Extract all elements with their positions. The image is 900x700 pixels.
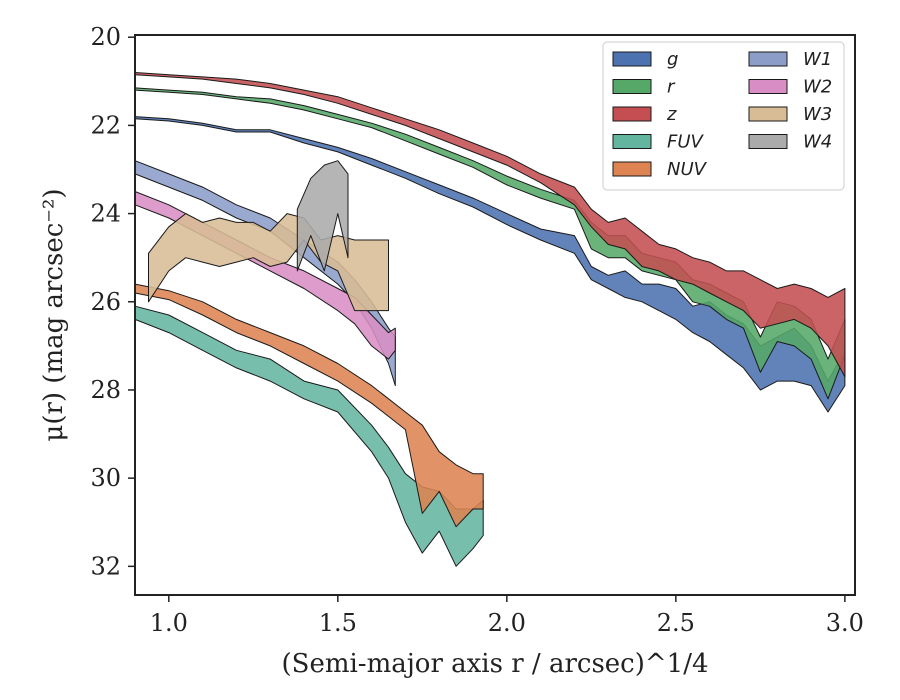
legend-swatch-z xyxy=(612,106,652,122)
legend-swatch-w1 xyxy=(748,51,788,67)
x-tick-label: 1.0 xyxy=(150,609,188,637)
band-fuv xyxy=(134,305,484,567)
legend-swatch-nuv xyxy=(612,161,652,177)
legend-label-w4: W4 xyxy=(803,132,832,153)
band-g xyxy=(134,116,846,413)
x-axis-label: (Semi-major axis r / arcsec)^1/4 xyxy=(281,649,708,679)
x-tick-label: 1.5 xyxy=(319,609,357,637)
legend-swatch-w4 xyxy=(748,134,788,149)
y-tick-label: 24 xyxy=(90,200,121,228)
legend: grz FUV NUV W1 W2 W3 W4 xyxy=(602,41,845,191)
band-w3 xyxy=(148,213,389,312)
legend-label-fuv: FUV xyxy=(667,132,705,153)
band-w4 xyxy=(296,160,349,272)
legend-label-w3: W3 xyxy=(803,104,832,125)
legend-swatch-w2 xyxy=(748,79,788,94)
band-z xyxy=(134,72,846,378)
band-series-group xyxy=(134,72,846,567)
legend-label-nuv: NUV xyxy=(667,159,708,180)
y-axis-ticks: 20 22 24 26 28 30 32 xyxy=(90,23,135,580)
y-tick-label: 26 xyxy=(90,288,121,316)
plot-frame xyxy=(134,34,856,596)
legend-swatch-r xyxy=(612,79,652,94)
legend-label-g: g xyxy=(667,49,678,70)
x-axis-ticks: 1.0 1.5 2.0 2.5 3.0 xyxy=(150,595,864,637)
legend-swatch-w3 xyxy=(748,106,788,122)
y-tick-label: 20 xyxy=(90,23,121,51)
band-nuv xyxy=(134,283,484,528)
legend-label-r: r xyxy=(667,77,676,98)
legend-label-z: z xyxy=(666,104,677,125)
legend-label-w2: W2 xyxy=(803,77,832,98)
x-tick-label: 3.0 xyxy=(826,609,864,637)
y-tick-label: 32 xyxy=(90,552,121,580)
y-axis-label: μ(r) (mag arcsec⁻²) xyxy=(39,188,69,441)
y-tick-label: 28 xyxy=(90,376,121,404)
y-tick-label: 30 xyxy=(90,464,121,492)
legend-swatch-fuv xyxy=(612,134,652,149)
legend-label-w1: W1 xyxy=(803,49,832,70)
x-tick-label: 2.5 xyxy=(657,609,695,637)
x-tick-label: 2.0 xyxy=(488,609,526,637)
legend-swatch-g xyxy=(612,51,652,67)
y-tick-label: 22 xyxy=(90,111,121,139)
